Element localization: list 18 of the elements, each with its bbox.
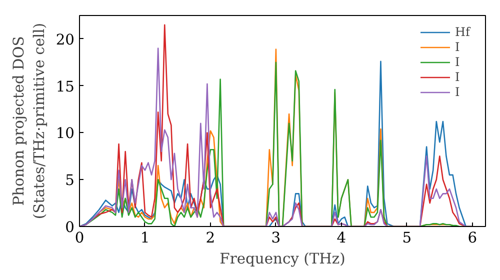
- y-tick-label: 5: [65, 172, 75, 190]
- x-tick-label: 5: [402, 230, 412, 246]
- x-axis-title: Frequency (THz): [220, 250, 346, 268]
- y-tick-label: 10: [56, 125, 75, 142]
- y-tick-label: 15: [56, 78, 75, 96]
- legend-label: Hf: [455, 25, 472, 39]
- legend-label: I: [455, 40, 461, 54]
- legend-label: I: [455, 55, 461, 69]
- y-axis-title: Phonon projected DOS (States/THz·primitive cell): [10, 22, 48, 220]
- x-tick-label: 3: [271, 230, 281, 246]
- x-tick-label: 2: [206, 230, 216, 246]
- x-tick-label: 1: [140, 230, 150, 246]
- x-tick-label: 6: [468, 230, 478, 246]
- x-tick-label: 4: [336, 230, 346, 246]
- y-tick-label: 0: [65, 219, 75, 236]
- legend-label: I: [455, 85, 461, 99]
- legend-label: I: [455, 70, 461, 84]
- y-tick-label: 20: [56, 31, 75, 48]
